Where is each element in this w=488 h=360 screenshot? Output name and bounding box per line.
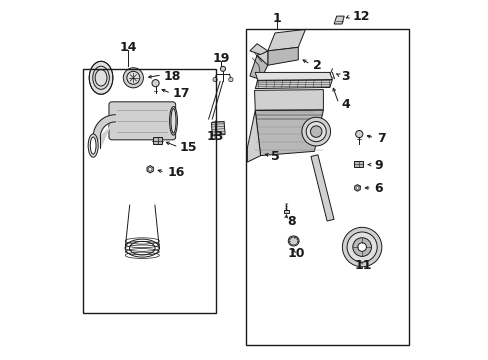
Ellipse shape <box>169 107 177 135</box>
Polygon shape <box>254 90 323 111</box>
Circle shape <box>355 186 358 189</box>
Text: 10: 10 <box>287 247 305 260</box>
Polygon shape <box>255 80 332 89</box>
Polygon shape <box>255 110 323 156</box>
Polygon shape <box>147 166 153 173</box>
Text: 12: 12 <box>351 10 369 23</box>
Text: 13: 13 <box>206 130 224 144</box>
FancyArrow shape <box>310 155 333 221</box>
Text: 18: 18 <box>163 69 181 82</box>
Bar <box>83 69 215 313</box>
Polygon shape <box>267 30 305 51</box>
Text: 15: 15 <box>180 141 197 154</box>
Text: 17: 17 <box>172 87 190 100</box>
Circle shape <box>357 243 366 251</box>
Ellipse shape <box>89 61 113 94</box>
Bar <box>246 30 408 345</box>
Text: 1: 1 <box>272 12 281 25</box>
Circle shape <box>310 126 321 137</box>
Text: 11: 11 <box>354 259 371 272</box>
Circle shape <box>346 232 376 262</box>
Text: 14: 14 <box>119 41 137 54</box>
Text: 4: 4 <box>341 98 349 111</box>
Ellipse shape <box>171 109 176 133</box>
Polygon shape <box>333 16 344 24</box>
Polygon shape <box>354 185 360 191</box>
Text: 2: 2 <box>312 59 321 72</box>
Circle shape <box>126 71 140 84</box>
Polygon shape <box>257 51 267 69</box>
Circle shape <box>355 131 362 138</box>
Polygon shape <box>211 122 224 136</box>
Ellipse shape <box>287 236 298 246</box>
Circle shape <box>301 117 330 146</box>
Text: 16: 16 <box>167 166 184 179</box>
Text: 7: 7 <box>376 132 385 145</box>
Text: 3: 3 <box>341 69 349 82</box>
Polygon shape <box>249 55 267 80</box>
Ellipse shape <box>90 137 96 154</box>
Text: 19: 19 <box>212 51 229 64</box>
Polygon shape <box>267 47 298 65</box>
Polygon shape <box>247 111 260 162</box>
FancyBboxPatch shape <box>109 102 175 140</box>
Circle shape <box>352 238 371 256</box>
Circle shape <box>148 167 152 171</box>
Polygon shape <box>255 72 332 80</box>
Text: 8: 8 <box>286 215 295 228</box>
Polygon shape <box>93 115 115 148</box>
Circle shape <box>228 77 233 82</box>
Polygon shape <box>249 44 267 54</box>
Text: 9: 9 <box>373 159 382 172</box>
Text: 6: 6 <box>373 183 382 195</box>
Circle shape <box>342 227 381 267</box>
Circle shape <box>123 68 143 88</box>
Bar <box>284 210 288 213</box>
Circle shape <box>212 77 217 82</box>
Circle shape <box>220 66 225 71</box>
Ellipse shape <box>88 134 98 157</box>
Text: 5: 5 <box>271 150 280 163</box>
Bar <box>153 137 162 144</box>
Circle shape <box>152 80 159 87</box>
Circle shape <box>305 122 325 141</box>
Bar <box>353 161 362 167</box>
